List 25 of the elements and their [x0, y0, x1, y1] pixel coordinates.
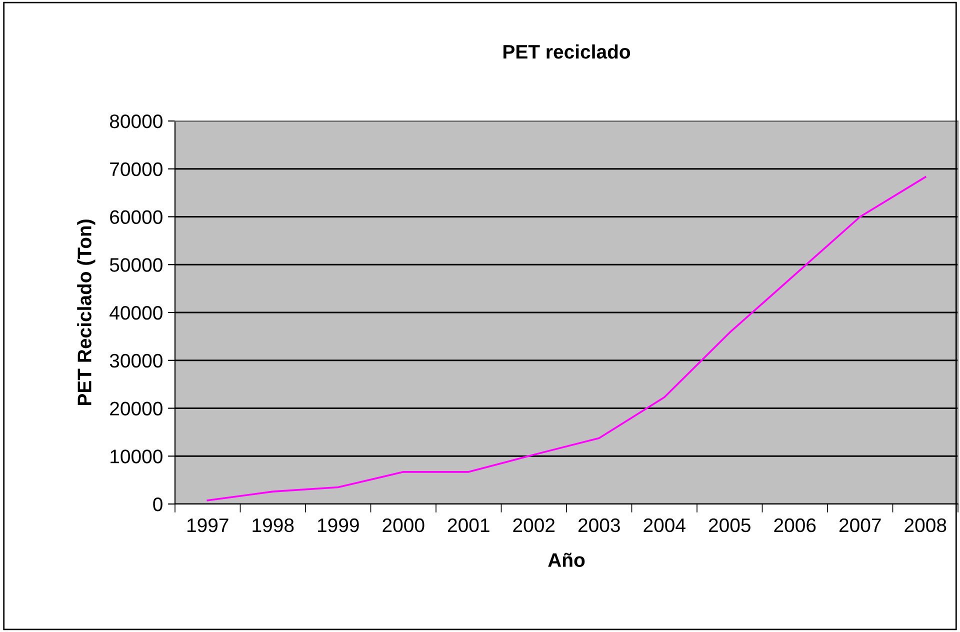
y-tick-label: 10000 [110, 450, 162, 464]
y-tick-label: 70000 [110, 162, 162, 176]
x-tick-label: 1999 [318, 518, 359, 532]
x-tick-label: 1998 [252, 518, 294, 532]
x-tick-label: 2001 [448, 518, 490, 532]
y-tick-label: 50000 [110, 258, 162, 272]
y-axis-title: PET Reciclado (Ton) [77, 220, 96, 406]
line-series [206, 176, 926, 502]
y-tick-label: 0 [153, 497, 162, 512]
x-tick-label: 2004 [644, 518, 686, 532]
x-tick-label: 2000 [382, 518, 424, 532]
x-tick-label: 2002 [513, 518, 555, 532]
x-tick-label: 1997 [187, 518, 228, 532]
x-tick-label: 2003 [578, 518, 620, 532]
chart-title: PET reciclado [504, 44, 630, 59]
y-tick-label: 40000 [110, 306, 162, 320]
y-tick-label: 80000 [110, 114, 162, 128]
y-tick-label: 60000 [110, 210, 162, 224]
y-tick-label: 20000 [110, 402, 162, 416]
x-tick-label: 2006 [774, 518, 816, 532]
x-tick-label: 2005 [708, 518, 750, 532]
y-tick-label: 30000 [110, 354, 162, 368]
x-axis-title: Año [548, 552, 585, 567]
x-tick-label: 2007 [839, 518, 881, 532]
x-tick-label: 2008 [904, 518, 946, 532]
